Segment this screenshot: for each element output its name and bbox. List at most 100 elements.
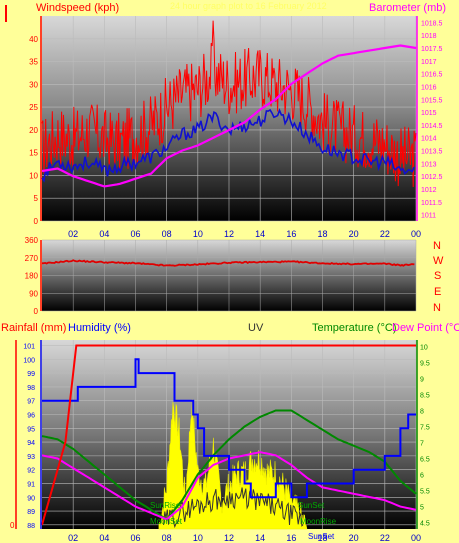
temperature-tick: 9 [420,376,424,383]
temperature-tick: 9.5 [420,360,430,367]
wind-x-tick: 20 [349,229,359,239]
humidity-axis-label: Humidity (%) [68,322,131,334]
wind-direction-line [41,259,415,267]
bottom-x-tick: 12 [224,533,234,543]
humidity-line [42,358,416,499]
direction-tick: 180 [25,272,39,281]
barometer-tick: 1013 [421,161,437,168]
pressure-line [41,44,417,188]
temperature-line [41,409,417,521]
direction-tick: 90 [29,289,38,298]
windspeed-tick: 15 [29,149,38,158]
bottom-x-tick: 22 [380,533,390,543]
bottom-x-tick: 20 [349,533,359,543]
bottom-x-tick: 14 [255,533,265,543]
humidity-tick: 93 [27,454,35,461]
windspeed-axis-label: Windspeed (kph) [36,2,119,14]
windspeed-tick: 30 [29,80,38,89]
temperature-tick: 10 [420,344,428,351]
direction-tick: 0 [34,307,39,316]
humidity-tick: 88 [27,523,35,530]
wind-x-tick: 14 [255,229,265,239]
humidity-tick: 97 [27,399,35,406]
bottom-x-tick: 18 [317,533,327,543]
wind-x-tick: 08 [162,229,172,239]
bottom-x-tick: 08 [162,533,172,543]
windspeed-tick: 10 [29,171,38,180]
wind-x-tick: 06 [130,229,140,239]
barometer-tick: 1017.5 [421,46,443,53]
barometer-tick: 1011.5 [421,200,442,207]
uv-axis-label: UV [248,322,264,334]
bottom-x-tick: 00 [411,533,421,543]
windspeed-tick: 20 [29,126,38,135]
wind-x-tick: 22 [380,229,390,239]
barometer-tick: 1015.5 [421,97,443,104]
barometer-tick: 1014.5 [421,123,443,130]
humidity-tick: 100 [23,357,35,364]
barometer-tick: 1017 [421,59,437,66]
humidity-tick: 89 [27,509,35,516]
barometer-tick: 1016.5 [421,72,443,79]
rainfall-tick: 0 [10,521,15,530]
windspeed-tick: 35 [29,58,38,67]
wind-x-tick: 10 [193,229,203,239]
dew-point-axis-label: Dew Point (°C [392,322,459,334]
sunset-axis-label: SunSet [308,532,335,541]
humidity-tick: 92 [27,468,35,475]
compass-s: S [434,270,441,282]
temperature-tick: 6.5 [420,457,430,464]
humidity-tick: 94 [27,440,35,447]
wind-x-tick: 02 [68,229,78,239]
direction-tick: 270 [25,254,39,263]
rainfall-line [41,344,416,526]
temperature-axis-label: Temperature (°C) [312,322,396,334]
barometer-tick: 1014 [421,136,437,143]
wind-x-tick: 12 [224,229,234,239]
moonrise-label: MoonRise [300,517,337,526]
bottom-x-tick: 02 [68,533,78,543]
compass-e: E [434,286,441,298]
windspeed-tick: 40 [29,35,38,44]
bottom-x-tick: 04 [99,533,109,543]
windspeed-marker [5,5,7,22]
humidity-tick: 99 [27,371,35,378]
bottom-x-tick: 06 [130,533,140,543]
solar-line [163,486,304,529]
sunset-label: SunSet [298,501,325,510]
direction-tick: 360 [25,236,39,245]
rainfall-axis-label: Rainfall (mm) [1,322,66,334]
bottom-x-tick: 16 [286,533,296,543]
temperature-tick: 8.5 [420,392,430,399]
compass-n-top: N [433,240,441,252]
windspeed-tick: 0 [34,217,39,226]
barometer-tick: 1016 [421,84,437,91]
temperature-tick: 6 [420,473,424,480]
chart-title: 24 hour graph plot to 16 February 2012 [170,1,327,11]
wind-x-tick: 18 [317,229,327,239]
wind-x-tick: 00 [411,229,421,239]
barometer-tick: 1013.5 [421,149,443,156]
temperature-tick: 8 [420,408,424,415]
barometer-axis-label: Barometer (mb) [369,2,446,14]
bottom-x-tick: 10 [193,533,203,543]
wind-x-tick: 16 [286,229,296,239]
humidity-tick: 96 [27,412,35,419]
barometer-tick: 1018.5 [421,20,443,27]
temperature-tick: 5.5 [420,489,430,496]
humidity-tick: 95 [27,426,35,433]
wind-x-tick: 04 [99,229,109,239]
barometer-tick: 1012.5 [421,174,443,181]
barometer-tick: 1015 [421,110,437,117]
humidity-tick: 91 [27,481,35,488]
barometer-tick: 1011 [421,213,436,220]
temperature-tick: 7 [420,441,424,448]
barometer-tick: 1012 [421,187,437,194]
moonset-label: MoonSet [150,517,183,526]
windspeed-tick: 25 [29,103,38,112]
wind-gust-line [41,20,417,188]
compass-n-bottom: N [433,302,441,314]
humidity-tick: 101 [23,344,35,351]
